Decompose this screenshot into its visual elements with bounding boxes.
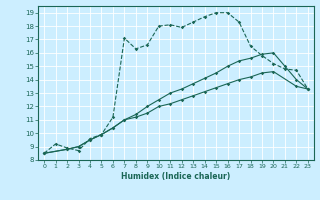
- X-axis label: Humidex (Indice chaleur): Humidex (Indice chaleur): [121, 172, 231, 181]
